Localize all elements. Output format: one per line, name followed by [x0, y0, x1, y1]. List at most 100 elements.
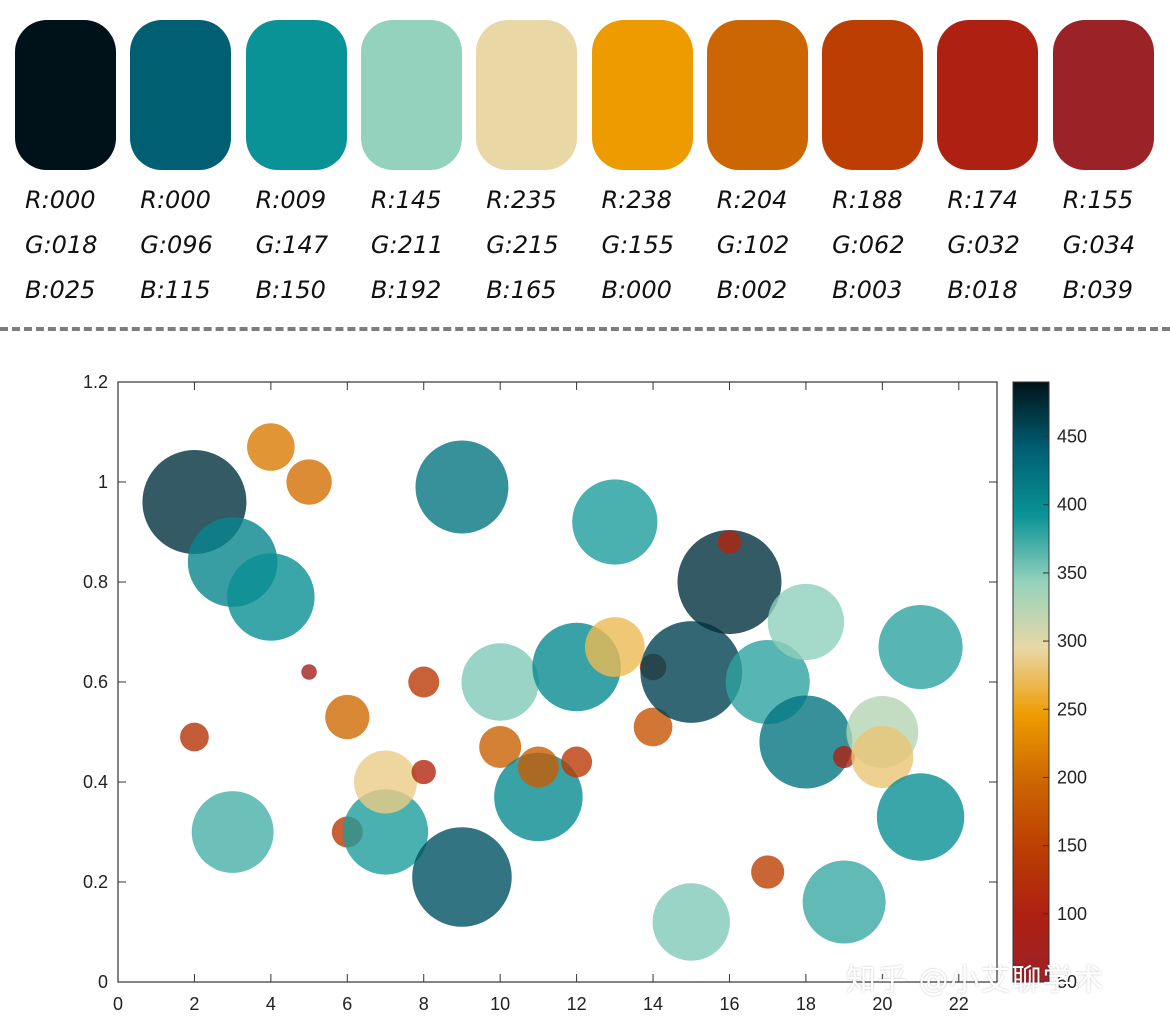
color-swatch	[591, 20, 693, 170]
swatch-b-value: B:003	[832, 276, 903, 304]
color-swatch	[245, 20, 347, 170]
bubble	[247, 423, 295, 471]
swatch-g-value: G:032	[947, 231, 1020, 259]
bubble	[767, 583, 845, 661]
bubble	[851, 726, 914, 788]
bubble	[408, 666, 440, 698]
y-tick-label: 0.8	[83, 572, 108, 592]
swatch-g-value: G:147	[255, 231, 329, 259]
bubble	[517, 746, 559, 788]
colorbar-tick-label: 400	[1057, 495, 1087, 515]
colorbar-tick-label: 350	[1057, 563, 1087, 583]
y-tick-label: 0.2	[83, 872, 108, 892]
bubble	[572, 479, 658, 565]
y-tick-label: 1.2	[83, 372, 108, 392]
bubble	[759, 695, 853, 789]
x-tick-label: 14	[643, 994, 663, 1014]
swatch-r-value: R:188	[832, 186, 903, 214]
swatch-b-value: B:115	[140, 276, 211, 304]
swatch-r-value: R:204	[716, 186, 788, 214]
bubble	[876, 773, 965, 861]
colorbar	[1012, 381, 1050, 983]
colorbar-tick-label: 300	[1057, 631, 1087, 651]
y-tick-label: 1	[98, 472, 108, 492]
colorbar-tick-label: 150	[1057, 836, 1087, 856]
swatch-b-value: B:002	[716, 276, 788, 304]
swatch-r-value: R:000	[140, 186, 211, 214]
x-tick-label: 2	[189, 994, 199, 1014]
swatch-g-value: G:211	[370, 231, 444, 259]
x-tick-label: 10	[490, 994, 510, 1014]
swatch-g-value: G:018	[25, 231, 98, 259]
x-tick-label: 8	[419, 994, 429, 1014]
bubble	[833, 745, 856, 769]
swatch-b-value: B:000	[601, 276, 672, 304]
bubble	[494, 752, 583, 842]
bubble	[677, 530, 782, 634]
color-swatch	[1052, 20, 1154, 170]
y-tick-label: 0.4	[83, 772, 108, 792]
bubble	[227, 553, 315, 641]
bubble	[180, 722, 209, 752]
x-tick-label: 20	[872, 994, 892, 1014]
colorbar-axis: 50 100 150 200 250 300 350 400 450	[1043, 427, 1087, 992]
swatch-b-value: B:039	[1062, 276, 1134, 304]
swatch-r-value: R:174	[947, 186, 1018, 214]
bubble	[415, 440, 509, 534]
swatch-b-value: B:192	[370, 276, 442, 304]
swatch-g-value: G:155	[601, 231, 675, 259]
color-swatch	[476, 20, 578, 170]
swatch-r-value: R:155	[1062, 186, 1134, 214]
bubble	[717, 530, 742, 554]
swatch-b-value: B:150	[255, 276, 326, 304]
swatch-r-value: R:000	[25, 186, 96, 214]
colorbar-tick-label: 100	[1057, 904, 1087, 924]
bubble	[751, 855, 785, 889]
bubble-layer	[142, 423, 965, 961]
bubble	[301, 664, 317, 680]
x-tick-label: 6	[342, 994, 352, 1014]
bubble	[191, 791, 274, 873]
colorbar-tick-label: 50	[1057, 972, 1077, 992]
colorbar-tick-label: 450	[1057, 427, 1087, 447]
x-tick-label: 22	[949, 994, 969, 1014]
bubble-chart: 0 2 4 6 8 10 12 14 16 18 20 22 0 0.2 0.4 0.6 0.8 1 1.2 50…	[83, 372, 1087, 1014]
bubble	[802, 860, 886, 944]
y-axis: 0 0.2 0.4 0.6 0.8 1 1.2	[83, 372, 997, 992]
watermark-text: 知乎 @小艾聊学术	[846, 963, 1105, 998]
bubble	[652, 883, 730, 961]
y-tick-label: 0	[98, 972, 108, 992]
bubble	[353, 750, 418, 814]
swatch-g-value: G:034	[1062, 231, 1136, 259]
bubble	[479, 725, 522, 769]
bubble	[584, 617, 645, 677]
bubble	[342, 789, 429, 875]
swatch-r-value: R:145	[370, 186, 442, 214]
bubble	[286, 459, 332, 505]
swatch-r-value: R:235	[486, 186, 557, 214]
bubble	[561, 746, 593, 778]
bubble	[412, 827, 512, 927]
colorbar-tick-label: 250	[1057, 699, 1087, 719]
x-tick-label: 0	[113, 994, 123, 1014]
color-swatch	[15, 20, 116, 170]
swatch-b-value: B:165	[486, 276, 557, 304]
swatch-g-value: G:096	[140, 231, 213, 259]
color-swatch	[130, 20, 232, 170]
bubble	[640, 621, 743, 723]
colorbar-tick-label: 200	[1057, 767, 1087, 787]
x-tick-label: 18	[796, 994, 816, 1014]
color-swatch	[706, 20, 808, 170]
swatch-g-value: G:215	[486, 231, 559, 259]
bubble	[633, 707, 673, 747]
swatch-r-value: R:238	[601, 186, 673, 214]
y-tick-label: 0.6	[83, 672, 108, 692]
bubble	[411, 759, 436, 785]
dashed-divider	[0, 327, 1170, 331]
bubble	[325, 694, 370, 740]
color-swatch	[937, 20, 1039, 170]
swatch-b-value: B:025	[25, 276, 96, 304]
bubble	[461, 643, 539, 721]
color-palette: R:000 G:018 B:025 R:000 G:096 B:115 R:009 G:147…	[0, 0, 1170, 320]
x-axis: 0 2 4 6 8 10 12 14 16 18 20 22	[113, 382, 969, 1014]
